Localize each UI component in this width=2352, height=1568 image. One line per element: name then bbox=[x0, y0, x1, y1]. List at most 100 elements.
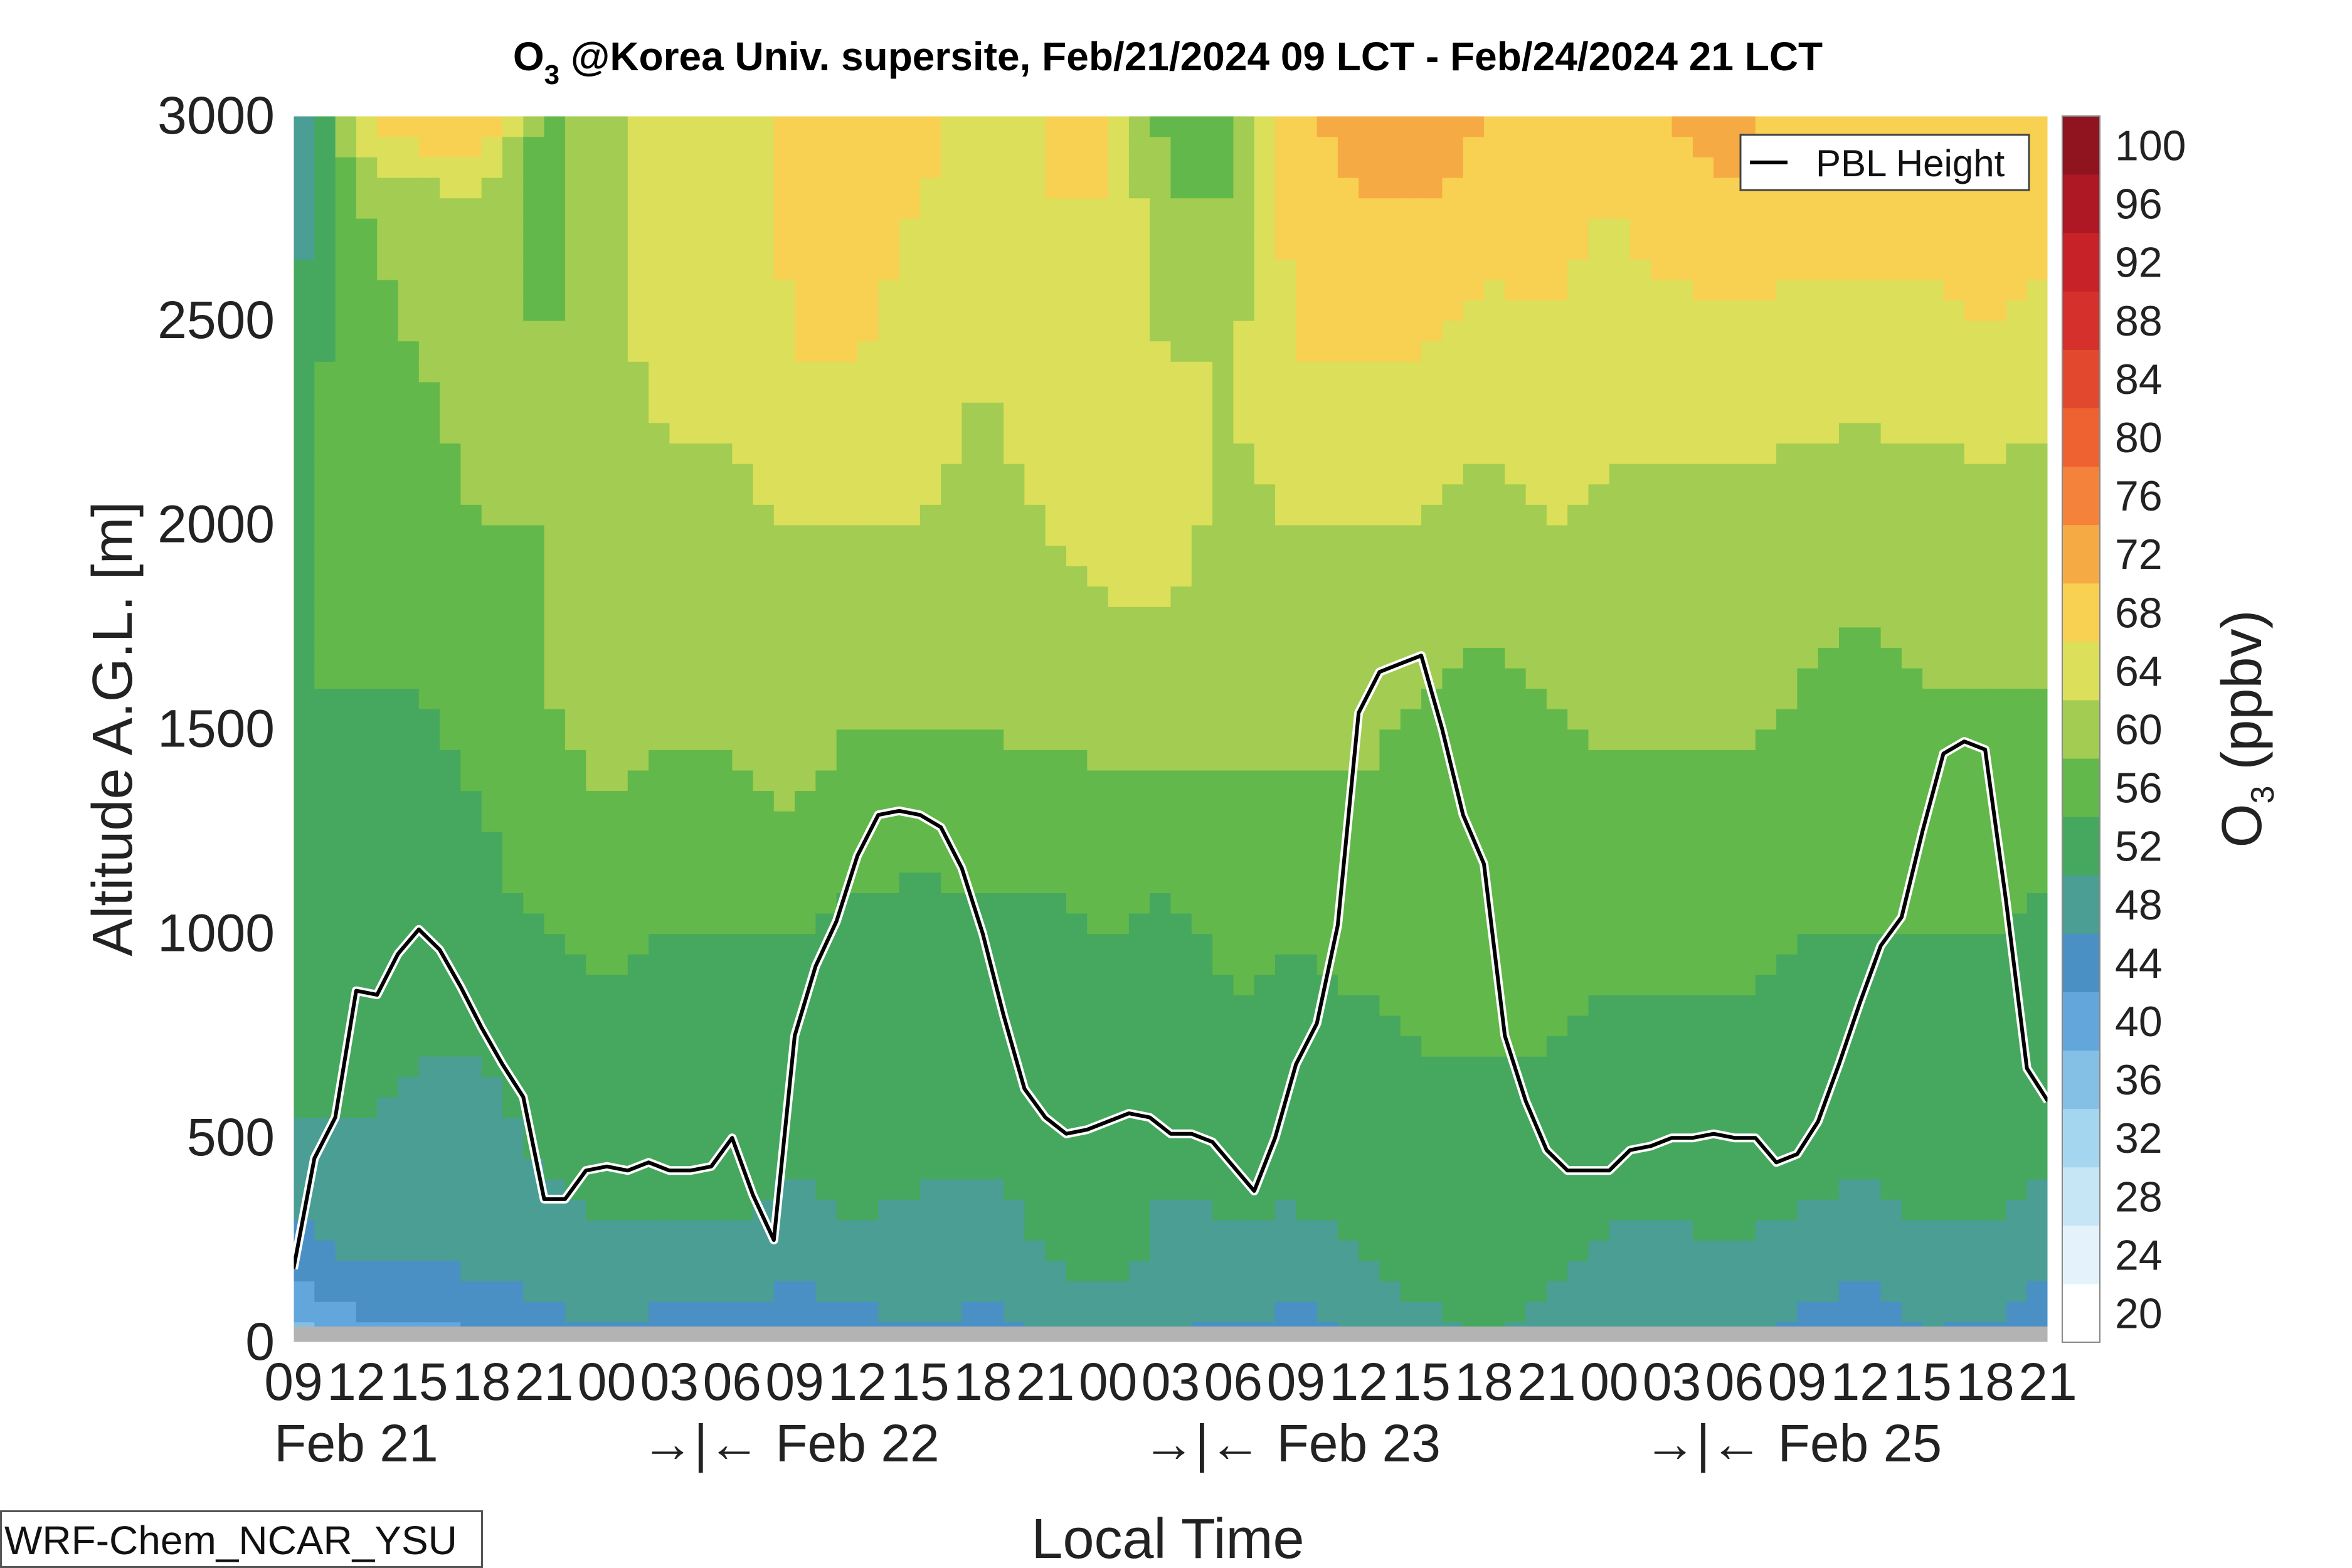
heatmap-cell bbox=[1004, 381, 1025, 403]
heatmap-cell bbox=[1170, 627, 1192, 648]
heatmap-cell bbox=[1108, 974, 1130, 995]
heatmap-cell bbox=[1734, 1301, 1756, 1323]
heatmap-cell bbox=[418, 198, 440, 219]
heatmap-cell bbox=[1045, 402, 1067, 423]
heatmap-cell bbox=[961, 831, 983, 852]
heatmap-cell bbox=[773, 953, 795, 975]
heatmap-cell bbox=[1860, 1179, 1882, 1200]
heatmap-cell bbox=[1964, 1260, 1986, 1282]
heatmap-cell bbox=[1484, 1097, 1506, 1118]
heatmap-cell bbox=[1588, 729, 1610, 750]
heatmap-cell bbox=[1985, 1036, 2007, 1057]
heatmap-cell bbox=[1630, 1301, 1652, 1323]
heatmap-cell bbox=[377, 995, 399, 1016]
heatmap-cell bbox=[857, 1015, 879, 1037]
heatmap-cell bbox=[294, 913, 315, 935]
heatmap-cell bbox=[732, 320, 754, 342]
heatmap-cell bbox=[899, 1281, 921, 1302]
heatmap-cell bbox=[753, 463, 775, 485]
heatmap-cell bbox=[1776, 545, 1798, 566]
heatmap-cell bbox=[1379, 607, 1401, 628]
heatmap-cell bbox=[1275, 1179, 1297, 1200]
heatmap-cell bbox=[899, 504, 921, 526]
heatmap-cell bbox=[1150, 136, 1172, 157]
heatmap-cell bbox=[1170, 402, 1192, 423]
heatmap-cell bbox=[1839, 1301, 1861, 1323]
heatmap-cell bbox=[1484, 524, 1506, 546]
heatmap-cell bbox=[1651, 259, 1673, 280]
heatmap-cell bbox=[1191, 913, 1213, 935]
heatmap-cell bbox=[857, 504, 879, 526]
heatmap-cell bbox=[1191, 831, 1213, 852]
heatmap-cell bbox=[314, 177, 336, 199]
heatmap-cell bbox=[753, 1260, 775, 1282]
heatmap-cell bbox=[1128, 627, 1150, 648]
heatmap-cell bbox=[773, 893, 795, 914]
heatmap-cell bbox=[1421, 810, 1443, 832]
heatmap-cell bbox=[732, 218, 754, 240]
heatmap-cell bbox=[1525, 1281, 1547, 1302]
heatmap-cell bbox=[1860, 647, 1882, 669]
heatmap-cell bbox=[356, 893, 378, 914]
heatmap-cell bbox=[732, 524, 754, 546]
heatmap-cell bbox=[690, 136, 712, 157]
heatmap-cell bbox=[377, 484, 399, 505]
heatmap-cell bbox=[982, 484, 1004, 505]
heatmap-cell bbox=[440, 607, 462, 628]
heatmap-cell bbox=[314, 708, 336, 730]
heatmap-cell bbox=[2006, 565, 2028, 587]
heatmap-cell bbox=[899, 300, 921, 321]
heatmap-cell bbox=[1964, 893, 1986, 914]
heatmap-cell bbox=[1484, 463, 1506, 485]
heatmap-cell bbox=[1233, 893, 1255, 914]
heatmap-cell bbox=[1714, 545, 1735, 566]
heatmap-cell bbox=[1087, 893, 1109, 914]
heatmap-cell bbox=[1004, 770, 1025, 792]
heatmap-cell bbox=[982, 443, 1004, 464]
heatmap-cell bbox=[919, 995, 941, 1016]
heatmap-cell bbox=[649, 361, 670, 383]
heatmap-cell bbox=[544, 545, 566, 566]
heatmap-cell bbox=[815, 1097, 837, 1118]
heatmap-cell bbox=[1755, 1015, 1777, 1037]
heatmap-cell bbox=[294, 320, 315, 342]
heatmap-cell bbox=[335, 1199, 357, 1221]
heatmap-cell bbox=[1463, 893, 1485, 914]
heatmap-cell bbox=[753, 647, 775, 669]
heatmap-cell bbox=[1484, 279, 1506, 301]
heatmap-cell bbox=[1316, 893, 1338, 914]
heatmap-cell bbox=[1588, 259, 1610, 280]
heatmap-cell bbox=[335, 913, 357, 935]
heatmap-cell bbox=[1254, 586, 1276, 607]
heatmap-cell bbox=[1045, 279, 1067, 301]
heatmap-cell bbox=[1066, 667, 1088, 689]
heatmap-cell bbox=[1609, 1301, 1631, 1323]
heatmap-cell bbox=[335, 893, 357, 914]
heatmap-cell bbox=[815, 402, 837, 423]
heatmap-cell bbox=[1128, 790, 1150, 812]
heatmap-cell bbox=[1337, 463, 1359, 485]
heatmap-cell bbox=[564, 279, 586, 301]
heatmap-cell bbox=[899, 974, 921, 995]
heatmap-cell bbox=[1818, 913, 1840, 935]
heatmap-cell bbox=[1755, 422, 1777, 444]
heatmap-cell bbox=[941, 790, 963, 812]
heatmap-cell bbox=[1004, 545, 1025, 566]
heatmap-cell bbox=[1337, 320, 1359, 342]
heatmap-cell bbox=[1442, 933, 1464, 955]
heatmap-cell bbox=[1108, 279, 1130, 301]
heatmap-cell bbox=[502, 157, 524, 178]
heatmap-cell bbox=[1860, 893, 1882, 914]
heatmap-cell bbox=[1359, 1117, 1380, 1138]
heatmap-cell bbox=[1150, 381, 1172, 403]
heatmap-cell bbox=[586, 238, 608, 260]
heatmap-cell bbox=[857, 1138, 879, 1159]
heatmap-cell bbox=[502, 136, 524, 157]
heatmap-cell bbox=[607, 953, 628, 975]
heatmap-cell bbox=[335, 770, 357, 792]
heatmap-cell bbox=[1776, 259, 1798, 280]
heatmap-cell bbox=[1170, 607, 1192, 628]
heatmap-cell bbox=[1567, 361, 1589, 383]
heatmap-cell bbox=[1714, 933, 1735, 955]
heatmap-cell bbox=[335, 750, 357, 771]
